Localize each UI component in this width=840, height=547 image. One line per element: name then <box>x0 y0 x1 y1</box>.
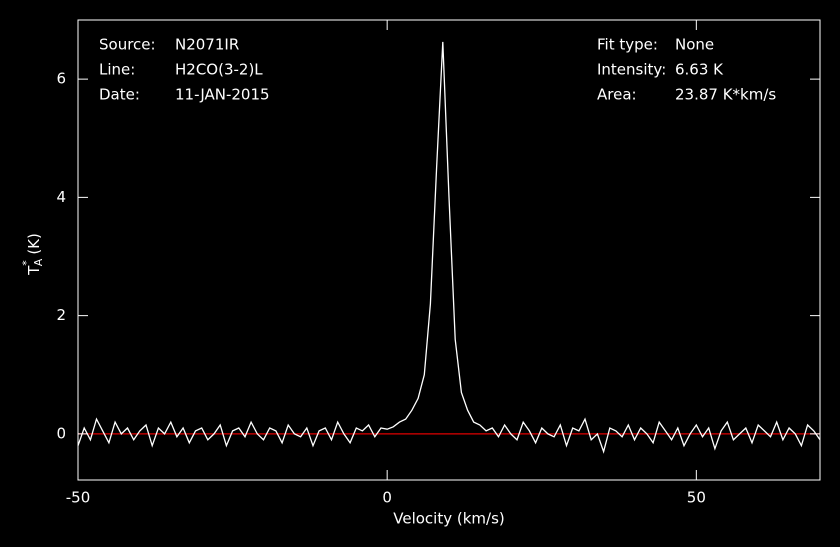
annotation-value: None <box>675 36 714 54</box>
annotation-label: Source: <box>99 36 156 54</box>
y-label-symbol: T <box>25 265 43 276</box>
annotation-label: Date: <box>99 86 140 104</box>
annotation-value: H2CO(3-2)L <box>175 61 263 79</box>
y-tick-label: 6 <box>56 70 66 88</box>
annotation-label: Area: <box>597 86 637 104</box>
annotation-label: Intensity: <box>597 61 666 79</box>
y-axis-label: T*A (K) <box>20 233 45 276</box>
y-tick-label: 2 <box>56 306 66 324</box>
y-tick-label: 0 <box>56 424 66 442</box>
x-tick-label: 50 <box>687 489 706 507</box>
annotation-label: Line: <box>99 61 135 79</box>
spectrum-line <box>77 41 821 454</box>
annotation-value: 23.87 K*km/s <box>675 86 776 104</box>
x-tick-label: -50 <box>66 489 91 507</box>
x-axis-label: Velocity (km/s) <box>393 510 504 528</box>
annotation-value: 11-JAN-2015 <box>175 86 270 104</box>
annotation-value: N2071IR <box>175 36 239 54</box>
annotation-value: 6.63 K <box>675 61 724 79</box>
plot-frame <box>77 19 821 481</box>
y-label-sub: A <box>32 258 45 266</box>
y-label-sup: * <box>20 260 33 266</box>
y-axis-label-text: T*A (K) <box>20 233 45 276</box>
y-tick-label: 4 <box>56 188 66 206</box>
y-label-unit: (K) <box>25 233 43 255</box>
annotation-label: Fit type: <box>597 36 658 54</box>
x-tick-label: 0 <box>382 489 392 507</box>
